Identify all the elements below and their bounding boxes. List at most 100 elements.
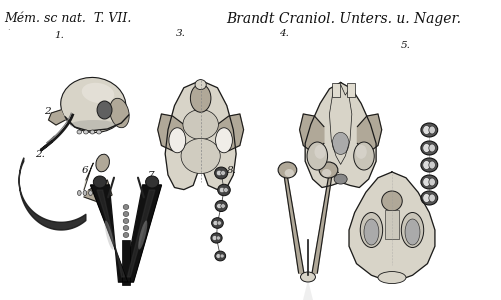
FancyArrowPatch shape: [108, 178, 114, 197]
Polygon shape: [217, 114, 243, 151]
Polygon shape: [49, 110, 65, 125]
Ellipse shape: [123, 212, 129, 217]
Ellipse shape: [377, 272, 405, 284]
Ellipse shape: [307, 142, 327, 170]
Ellipse shape: [219, 187, 224, 193]
Polygon shape: [305, 82, 375, 188]
Bar: [332, 82, 339, 97]
Text: 6.: 6.: [82, 167, 92, 176]
Ellipse shape: [420, 123, 437, 137]
Text: 2.: 2.: [45, 106, 54, 116]
Ellipse shape: [355, 145, 366, 159]
Ellipse shape: [219, 254, 224, 258]
Ellipse shape: [314, 145, 325, 159]
Polygon shape: [90, 185, 128, 282]
Ellipse shape: [381, 191, 401, 211]
Ellipse shape: [216, 221, 221, 225]
FancyArrowPatch shape: [138, 178, 144, 197]
Ellipse shape: [422, 178, 429, 187]
Ellipse shape: [422, 194, 429, 202]
Ellipse shape: [182, 110, 218, 140]
Ellipse shape: [360, 212, 382, 247]
Ellipse shape: [123, 226, 129, 230]
Ellipse shape: [420, 158, 437, 172]
Ellipse shape: [334, 174, 347, 184]
Polygon shape: [97, 190, 124, 277]
Ellipse shape: [123, 218, 129, 224]
Bar: [122, 240, 129, 285]
Ellipse shape: [211, 218, 223, 228]
Ellipse shape: [214, 251, 225, 261]
Ellipse shape: [123, 205, 129, 209]
Ellipse shape: [428, 178, 434, 186]
Ellipse shape: [105, 220, 114, 250]
Ellipse shape: [212, 220, 218, 226]
Ellipse shape: [428, 194, 434, 202]
Ellipse shape: [215, 128, 232, 153]
Ellipse shape: [123, 232, 129, 238]
Ellipse shape: [215, 200, 227, 211]
Ellipse shape: [216, 203, 221, 208]
Ellipse shape: [321, 169, 331, 177]
Ellipse shape: [93, 176, 106, 188]
Polygon shape: [299, 114, 323, 154]
Ellipse shape: [195, 80, 206, 90]
Ellipse shape: [216, 236, 220, 240]
Ellipse shape: [420, 141, 437, 155]
Bar: [347, 82, 354, 97]
Ellipse shape: [220, 170, 225, 175]
Polygon shape: [357, 114, 381, 154]
Ellipse shape: [400, 212, 423, 247]
Ellipse shape: [422, 125, 429, 134]
Polygon shape: [157, 114, 183, 151]
Text: 8.: 8.: [227, 167, 236, 176]
Text: 4.: 4.: [278, 28, 288, 38]
Text: Brandt Craniol. Unters. u. Nager.: Brandt Craniol. Unters. u. Nager.: [225, 12, 460, 26]
Ellipse shape: [110, 98, 129, 128]
Ellipse shape: [353, 142, 373, 170]
Ellipse shape: [428, 126, 434, 134]
Ellipse shape: [82, 83, 114, 103]
Ellipse shape: [422, 160, 429, 169]
Ellipse shape: [300, 272, 315, 282]
Ellipse shape: [181, 139, 220, 173]
Ellipse shape: [97, 101, 112, 119]
Ellipse shape: [422, 143, 429, 152]
Ellipse shape: [168, 128, 185, 153]
Ellipse shape: [83, 190, 87, 196]
Ellipse shape: [420, 191, 437, 205]
Ellipse shape: [428, 161, 434, 169]
Text: 7.: 7.: [147, 171, 157, 180]
Ellipse shape: [278, 162, 296, 178]
Ellipse shape: [220, 204, 225, 208]
Ellipse shape: [70, 120, 116, 130]
Polygon shape: [311, 173, 332, 275]
Ellipse shape: [77, 190, 81, 196]
Text: 1.: 1.: [54, 32, 64, 40]
Ellipse shape: [216, 170, 222, 176]
Ellipse shape: [138, 220, 147, 250]
Ellipse shape: [319, 162, 337, 178]
Polygon shape: [329, 85, 351, 164]
Text: .: .: [8, 23, 10, 32]
Polygon shape: [84, 180, 112, 203]
Ellipse shape: [214, 167, 227, 179]
Polygon shape: [348, 172, 434, 282]
Ellipse shape: [217, 184, 230, 196]
Ellipse shape: [96, 154, 109, 172]
Ellipse shape: [210, 233, 221, 243]
Ellipse shape: [363, 219, 378, 245]
Ellipse shape: [420, 175, 437, 189]
Ellipse shape: [90, 130, 95, 134]
Ellipse shape: [190, 84, 210, 112]
Wedge shape: [293, 280, 322, 300]
Text: 5.: 5.: [400, 40, 410, 50]
Ellipse shape: [404, 219, 419, 245]
Ellipse shape: [223, 188, 228, 192]
Ellipse shape: [77, 130, 82, 134]
Ellipse shape: [83, 130, 88, 134]
Polygon shape: [165, 80, 235, 190]
Text: Mém. sc nat.  T. VII.: Mém. sc nat. T. VII.: [5, 12, 132, 25]
Text: 2.: 2.: [36, 150, 45, 159]
Ellipse shape: [332, 132, 348, 154]
